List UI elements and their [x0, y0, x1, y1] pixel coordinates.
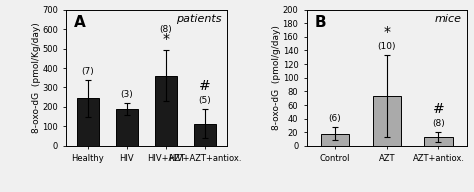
Bar [155, 76, 177, 146]
Bar [321, 134, 349, 146]
Text: #: # [433, 102, 444, 116]
Text: A: A [74, 15, 86, 30]
Text: (7): (7) [82, 67, 94, 76]
Bar [116, 109, 137, 146]
Text: (10): (10) [377, 42, 396, 51]
Text: B: B [315, 15, 326, 30]
Text: *: * [383, 25, 390, 39]
Y-axis label: 8-oxo-dG  (pmol/Kg/day): 8-oxo-dG (pmol/Kg/day) [32, 22, 41, 133]
Text: *: * [163, 32, 170, 46]
Bar [77, 98, 99, 146]
Text: (6): (6) [329, 114, 341, 123]
Text: (8): (8) [160, 25, 173, 34]
Text: patients: patients [176, 14, 222, 24]
Bar [194, 123, 216, 146]
Text: (5): (5) [199, 96, 211, 105]
Text: #: # [199, 79, 211, 93]
Y-axis label: 8-oxo-dG  (pmol/g/day): 8-oxo-dG (pmol/g/day) [272, 25, 281, 130]
Bar [424, 137, 453, 146]
Text: (8): (8) [432, 119, 445, 128]
Text: mice: mice [435, 14, 462, 24]
Text: (3): (3) [120, 90, 133, 99]
Bar [373, 96, 401, 146]
